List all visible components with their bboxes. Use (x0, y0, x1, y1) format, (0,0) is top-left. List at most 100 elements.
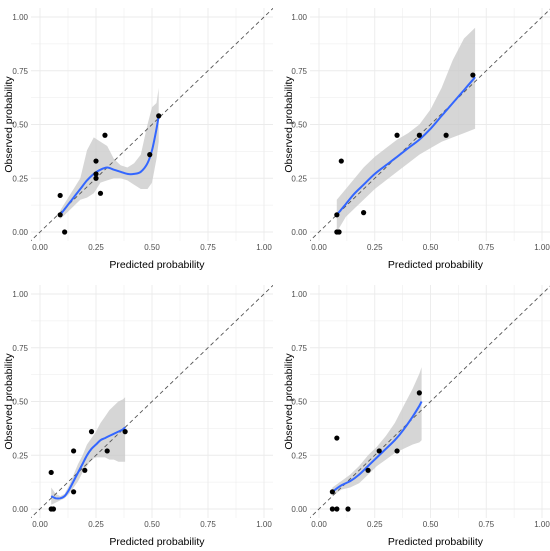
data-point (329, 506, 335, 512)
data-point (88, 429, 95, 435)
y-axis-title: Observed probability (3, 76, 15, 173)
reference-line (310, 8, 550, 241)
x-tick-label: 0.25 (88, 243, 104, 252)
data-point (361, 210, 367, 216)
y-tick-label: 1.00 (12, 13, 28, 22)
confidence-band (60, 87, 159, 220)
x-axis-title: Predicted probability (388, 259, 484, 271)
x-tick-label: 0.00 (32, 243, 48, 252)
data-point (334, 435, 340, 441)
y-tick-label: 1.00 (291, 290, 307, 299)
x-tick-label: 1.00 (256, 243, 272, 252)
data-point (416, 390, 422, 396)
y-tick-label: 0.25 (291, 451, 307, 460)
x-tick-label: 1.00 (256, 520, 272, 529)
y-tick-label: 0.75 (12, 344, 28, 353)
data-point (345, 506, 351, 512)
y-axis-title: Observed probability (283, 76, 295, 173)
y-tick-label: 0.75 (291, 67, 307, 76)
reference-line (31, 285, 273, 518)
x-tick-label: 0.50 (423, 243, 439, 252)
x-tick-label: 1.00 (534, 520, 550, 529)
data-point (365, 467, 371, 473)
confidence-band (332, 367, 422, 497)
x-tick-label: 0.50 (144, 520, 160, 529)
data-point (57, 192, 63, 199)
smooth-line (336, 76, 476, 216)
y-axis-title: Observed probability (3, 353, 15, 450)
y-tick-label: 0.50 (291, 121, 307, 130)
plot-area (31, 285, 273, 518)
x-axis-title: Predicted probability (109, 536, 205, 548)
x-tick-label: 0.00 (311, 520, 327, 529)
y-tick-label: 0.00 (12, 228, 28, 237)
y-tick-label: 0.25 (291, 174, 307, 183)
y-tick-label: 0.00 (291, 505, 307, 514)
y-tick-label: 0.75 (291, 344, 307, 353)
x-tick-label: 0.25 (367, 520, 383, 529)
confidence-band (336, 27, 476, 232)
data-point (156, 113, 162, 119)
data-point (57, 212, 63, 218)
data-point (416, 132, 422, 138)
y-tick-label: 0.50 (12, 398, 28, 407)
data-point (394, 132, 400, 138)
data-point (334, 212, 340, 218)
smooth-line (50, 426, 126, 500)
data-point (71, 489, 77, 495)
data-point (147, 152, 153, 158)
smooth-line (331, 401, 423, 493)
y-tick-label: 0.25 (12, 174, 28, 183)
x-tick-label: 0.75 (200, 243, 216, 252)
y-tick-label: 0.00 (12, 505, 28, 514)
data-point (104, 448, 110, 454)
y-tick-label: 1.00 (291, 13, 307, 22)
chart-panel-4: 0.00 0.25 0.50 0.75 1.00 0.00 0.25 0.50 0.75 1.00… (283, 285, 550, 548)
data-point (93, 158, 99, 164)
y-tick-label: 0.75 (12, 67, 28, 76)
data-point (62, 229, 68, 235)
y-tick-label: 0.50 (291, 398, 307, 407)
data-point (376, 448, 382, 454)
x-tick-label: 0.00 (32, 520, 48, 529)
data-point (470, 72, 476, 78)
plot-area (310, 8, 550, 241)
data-point (334, 506, 340, 512)
data-point (71, 448, 77, 454)
confidence-band (51, 397, 126, 505)
grid (310, 285, 550, 518)
x-axis-title: Predicted probability (388, 536, 484, 548)
y-tick-label: 0.00 (291, 228, 307, 237)
data-point (443, 132, 449, 138)
x-tick-label: 0.75 (478, 243, 494, 252)
x-tick-label: 0.25 (367, 243, 383, 252)
data-point (93, 171, 99, 177)
smooth-line (59, 115, 160, 216)
chart-panel-3: 0.00 0.25 0.50 0.75 1.00 0.00 0.25 0.50 0.75 1.00… (3, 285, 273, 548)
reference-line (310, 285, 550, 518)
y-tick-label: 0.50 (12, 121, 28, 130)
x-tick-label: 0.75 (200, 520, 216, 529)
y-tick-label: 1.00 (12, 290, 28, 299)
x-axis-title: Predicted probability (109, 259, 205, 271)
x-tick-label: 0.75 (478, 520, 494, 529)
data-point (394, 448, 400, 454)
data-point (93, 175, 99, 181)
x-tick-label: 1.00 (534, 243, 550, 252)
x-tick-label: 0.00 (311, 243, 327, 252)
x-tick-label: 0.25 (88, 520, 104, 529)
data-point (329, 489, 335, 495)
chart-panel-2: 0.00 0.25 0.50 0.75 1.00 0.00 0.25 0.50 0.75 1.00… (283, 8, 550, 271)
plot-area (310, 285, 550, 518)
data-point (97, 190, 104, 196)
x-tick-label: 0.50 (423, 520, 439, 529)
data-point (50, 506, 57, 512)
data-point (338, 158, 344, 164)
y-axis-title: Observed probability (283, 353, 295, 450)
data-point (122, 429, 128, 435)
plot-area (31, 8, 273, 241)
x-tick-label: 0.50 (144, 243, 160, 252)
data-point (48, 469, 54, 476)
y-tick-label: 0.25 (12, 451, 28, 460)
